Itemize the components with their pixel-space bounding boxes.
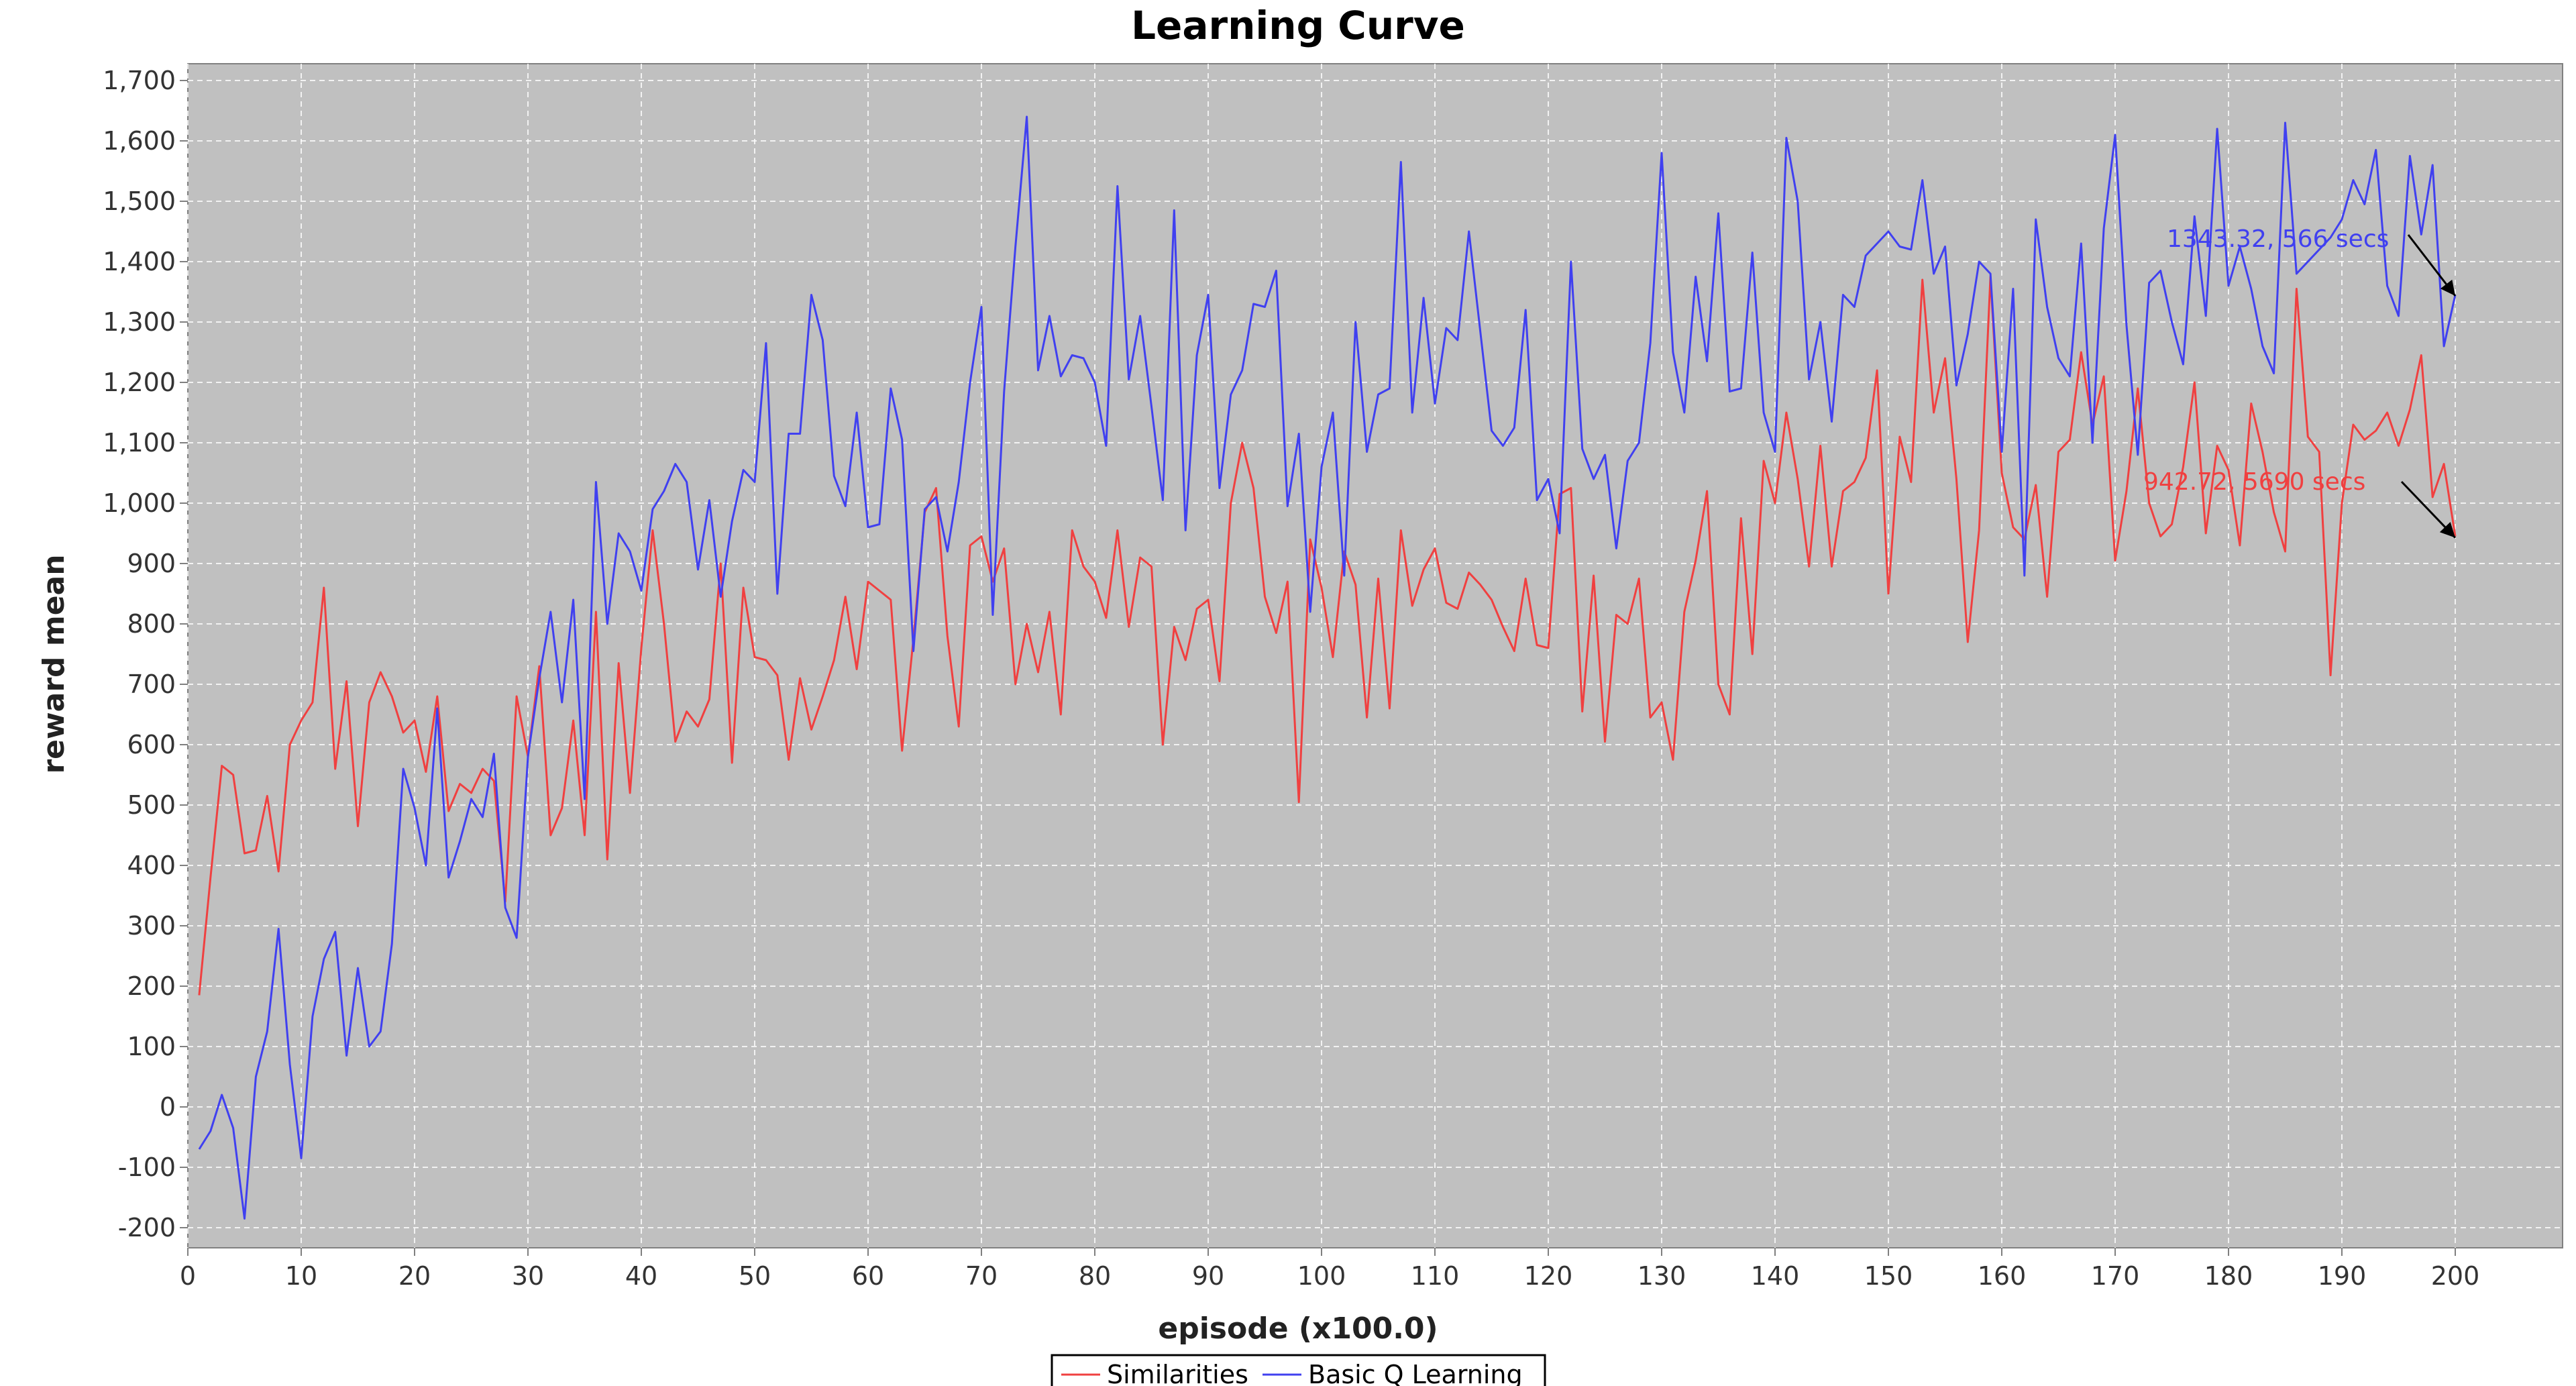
y-tick-label: 1,000 <box>103 488 176 518</box>
legend-box <box>1051 1354 1546 1386</box>
x-tick-label: 200 <box>2431 1261 2480 1291</box>
x-axis: 0 10 20 30 40 50 60 70 80 90 100 110 120 130 140 150 160… <box>180 1248 2479 1291</box>
x-tick-label: 180 <box>2204 1261 2253 1291</box>
y-tick-label: 1,400 <box>103 247 176 276</box>
y-tick-label: -100 <box>118 1153 176 1182</box>
x-tick-label: 50 <box>739 1261 771 1291</box>
grid-lines <box>187 64 2563 1248</box>
y-tick-label: 800 <box>127 609 176 639</box>
legend-label-basic-q-learning: Basic Q Learning <box>1308 1360 1523 1386</box>
series-layer <box>198 115 2457 1220</box>
legend: Similarities Basic Q Learning <box>1051 1354 1546 1386</box>
x-tick-label: 170 <box>2091 1261 2140 1291</box>
chart-title: Learning Curve <box>1131 3 1465 48</box>
annotation-layer: 1343.32, 566 secs 942.72, 5690 secs <box>2143 225 2457 539</box>
x-tick-label: 150 <box>1864 1261 1913 1291</box>
y-axis: -200 -100 0 100 200 300 400 500 600 700 800 900 1,00… <box>103 66 188 1242</box>
x-tick-label: 190 <box>2318 1261 2367 1291</box>
x-tick-label: 30 <box>512 1261 544 1291</box>
x-tick-label: 90 <box>1192 1261 1224 1291</box>
x-tick-label: 130 <box>1638 1261 1686 1291</box>
series-line-basic-q-learning <box>198 115 2457 1220</box>
y-tick-label: 400 <box>127 851 176 880</box>
x-tick-label: 40 <box>625 1261 657 1291</box>
x-tick-label: 10 <box>285 1261 317 1291</box>
y-tick-label: -200 <box>118 1213 176 1242</box>
x-axis-label: episode (x100.0) <box>1158 1312 1438 1346</box>
x-tick-label: 160 <box>1978 1261 2027 1291</box>
y-tick-label: 1,700 <box>103 66 176 95</box>
y-tick-label: 1,600 <box>103 126 176 156</box>
y-tick-label: 500 <box>127 790 176 820</box>
x-tick-label: 140 <box>1751 1261 1800 1291</box>
x-tick-label: 120 <box>1524 1261 1573 1291</box>
annotation-label: 1343.32, 566 secs <box>2167 225 2389 253</box>
y-tick-label: 1,200 <box>103 368 176 397</box>
x-tick-label: 100 <box>1297 1261 1346 1291</box>
series-line-similarities <box>198 276 2457 996</box>
y-tick-label: 600 <box>127 730 176 759</box>
x-tick-label: 110 <box>1411 1261 1460 1291</box>
y-tick-label: 700 <box>127 670 176 699</box>
annotation-arrowhead <box>2439 522 2455 538</box>
annotation-arrowhead <box>2440 279 2455 297</box>
x-tick-label: 60 <box>852 1261 884 1291</box>
y-tick-label: 1,300 <box>103 307 176 337</box>
legend-label-similarities: Similarities <box>1107 1360 1248 1386</box>
x-tick-label: 80 <box>1079 1261 1111 1291</box>
y-axis-label: reward mean <box>37 554 71 774</box>
y-tick-label: 1,100 <box>103 428 176 458</box>
y-tick-label: 200 <box>127 971 176 1001</box>
y-tick-label: 1,500 <box>103 186 176 216</box>
y-tick-label: 300 <box>127 911 176 941</box>
y-tick-label: 900 <box>127 549 176 578</box>
y-tick-label: 0 <box>160 1092 176 1122</box>
annotation-label: 942.72, 5690 secs <box>2143 468 2365 496</box>
x-tick-label: 70 <box>965 1261 998 1291</box>
x-tick-label: 0 <box>180 1261 196 1291</box>
y-tick-label: 100 <box>127 1032 176 1061</box>
x-tick-label: 20 <box>398 1261 431 1291</box>
